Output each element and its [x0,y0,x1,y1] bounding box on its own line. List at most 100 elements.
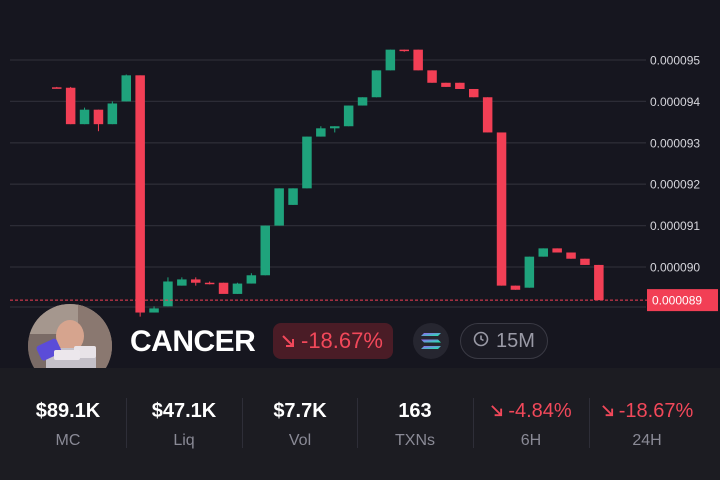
arrow-down-right-icon [281,328,295,354]
candle-body [316,128,326,137]
candle-body [191,279,201,283]
candle-body [427,70,437,83]
stat-txns-value: 163 [398,400,432,422]
candle [510,285,521,290]
candle-body [246,275,257,284]
candle-body [510,285,521,290]
clock-icon [473,330,489,353]
y-tick-label: 0.000092 [650,178,700,192]
candle [191,277,201,286]
candle [302,136,312,189]
candle [594,264,604,301]
candle-body [413,49,423,71]
candle-body [79,109,90,125]
change-value: -18.67% [301,328,383,353]
timeframe-button[interactable]: 15M [460,323,548,359]
candle [413,49,423,71]
y-tick-label: 0.000090 [650,261,700,275]
stat-liq-value: $47.1K [151,400,217,422]
candle [204,281,215,285]
candle-body [52,87,62,89]
candle [79,107,90,125]
stat-divider [589,398,590,448]
candle-body [455,82,465,89]
candle-body [538,248,548,257]
candle [218,282,229,294]
candle-body [524,256,535,288]
candle-body [274,188,284,226]
candle-body [260,225,270,276]
stat-vol-value: $7.7K [273,400,327,422]
candle [580,258,590,265]
candle [469,88,479,98]
y-tick-label: 0.000093 [650,136,700,150]
current-price-marker: 0.000089 [10,289,718,312]
candle [246,273,257,284]
candle-body [441,82,451,87]
candle-body [371,70,382,98]
stat-txns-label: TXNs [395,432,435,449]
change-badge: -18.67% [273,323,393,359]
candle-body [482,97,493,133]
solana-icon[interactable] [413,323,449,359]
candle-body [343,105,354,127]
y-tick-label: 0.000094 [650,95,700,109]
candle [482,97,493,133]
stats-bar [0,368,720,480]
stat-liq-label: Liq [173,432,195,449]
y-tick-label: 0.000091 [650,219,700,233]
stat-mc: $89.1K MC [10,398,126,450]
candle-body [288,188,298,205]
candle [260,225,270,276]
price-chart[interactable]: 0.000095 0.000094 0.000093 0.000092 0.000091… [0,0,720,368]
candle [121,74,131,102]
stat-24h-value: -18.67% [589,398,705,424]
candle-body [399,49,409,52]
stat-6h-value: -4.84% [473,398,589,424]
candle [552,248,562,253]
candle [343,105,354,127]
stat-24h-label: 24H [632,432,662,449]
candle-body [65,87,76,125]
candle-body [204,282,215,285]
stat-liq: $47.1K Liq [126,398,242,450]
candle-body [149,308,159,313]
stat-divider [473,398,474,448]
stat-vol: $7.7K Vol [242,398,358,450]
current-price-label: 0.000089 [652,294,702,308]
candle [288,188,298,205]
candle-body [566,252,576,259]
stat-txns: 163 TXNs [357,398,473,450]
chart-candles [52,49,604,317]
candle-body [580,258,590,265]
stat-divider [126,398,127,448]
chart-y-axis: 0.000095 0.000094 0.000093 0.000092 0.000091… [650,54,700,275]
candle [357,97,368,106]
stat-6h: -4.84% 6H [473,398,589,450]
candle [93,109,104,132]
candle-body [218,282,229,294]
candle-body [177,279,187,286]
candle-body [135,75,145,313]
timeframe-label: 15M [496,329,535,352]
candle [566,252,576,259]
candle [177,277,187,286]
candle [316,126,326,137]
stat-mc-label: MC [55,432,81,449]
candle-body [330,126,340,129]
candle [107,101,118,125]
candle-body [469,88,479,98]
arrow-down-right-icon [490,398,503,424]
candle-body [232,283,243,294]
candle-body [552,248,562,253]
candle [65,86,76,125]
token-name: CANCER [130,325,256,358]
candle [427,70,437,83]
candle-body [121,75,131,102]
candle-body [163,281,173,307]
arrow-down-right-icon [601,398,614,424]
stat-mc-value: $89.1K [35,400,101,422]
candle [232,282,243,294]
candle-body [357,97,368,106]
candle [371,70,382,98]
